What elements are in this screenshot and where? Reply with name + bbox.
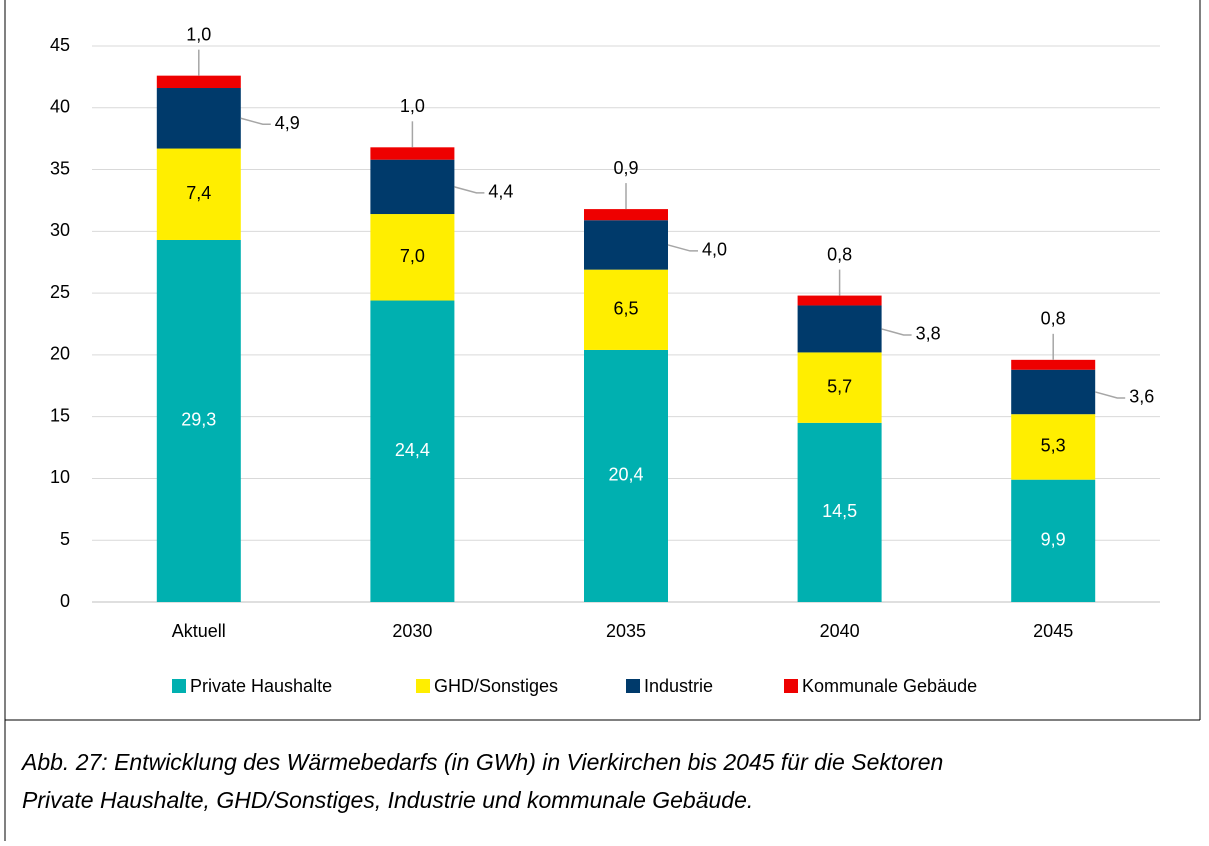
bar-segment — [1011, 479, 1096, 602]
bar-segment — [370, 147, 455, 160]
bar-segment — [370, 159, 455, 215]
bar-segment — [584, 349, 668, 602]
bar-segment — [156, 75, 241, 89]
y-tick-label: 30 — [50, 220, 70, 240]
value-label: 4,4 — [488, 182, 513, 202]
legend-swatch — [626, 679, 640, 693]
value-label: 9,9 — [1041, 530, 1066, 550]
leader-line — [1095, 391, 1126, 399]
value-label: 3,6 — [1129, 387, 1154, 407]
value-label: 0,8 — [827, 244, 852, 264]
bar-segment — [584, 269, 668, 350]
bar-segment — [1011, 369, 1096, 415]
value-label: 5,7 — [827, 376, 852, 396]
value-label: 0,9 — [613, 158, 638, 178]
bar-segment — [156, 148, 241, 240]
bar-segment — [156, 88, 241, 149]
y-tick-label: 0 — [60, 591, 70, 611]
value-label: 7,4 — [186, 183, 211, 203]
y-tick-label: 20 — [50, 344, 70, 364]
legend-label: Industrie — [644, 676, 713, 696]
legend-swatch — [416, 679, 430, 693]
y-tick-label: 10 — [50, 467, 70, 487]
x-tick-label: 2040 — [820, 621, 860, 641]
bar-segment — [370, 214, 455, 301]
value-label: 4,9 — [275, 113, 300, 133]
bar-segment — [1011, 414, 1096, 480]
bar-segment — [797, 295, 882, 306]
legend-label: Private Haushalte — [190, 676, 332, 696]
leader-line — [667, 244, 698, 252]
caption-line: Abb. 27: Entwicklung des Wärmebedarfs (i… — [20, 749, 943, 775]
legend-swatch — [784, 679, 798, 693]
value-label: 0,8 — [1041, 309, 1066, 329]
bar-segment — [797, 305, 882, 353]
value-label: 29,3 — [181, 410, 216, 430]
value-label: 4,0 — [702, 240, 727, 260]
value-label: 14,5 — [822, 501, 857, 521]
x-tick-label: 2045 — [1033, 621, 1073, 641]
value-label: 1,0 — [186, 24, 211, 44]
value-label: 24,4 — [395, 440, 430, 460]
value-label: 5,3 — [1041, 436, 1066, 456]
bar-segment — [584, 220, 668, 270]
y-tick-label: 5 — [60, 529, 70, 549]
value-label: 1,0 — [400, 96, 425, 116]
value-label: 7,0 — [400, 246, 425, 266]
y-tick-label: 45 — [50, 35, 70, 55]
value-label: 3,8 — [916, 324, 941, 344]
bar-segment — [370, 300, 455, 602]
legend-label: Kommunale Gebäude — [802, 676, 977, 696]
bar-segment — [797, 422, 882, 602]
legend-label: GHD/Sonstiges — [434, 676, 558, 696]
bar-segment — [797, 352, 882, 423]
y-tick-label: 35 — [50, 158, 70, 178]
leader-line — [881, 328, 912, 336]
bar-segment — [1011, 359, 1096, 370]
leader-line — [454, 186, 485, 194]
caption-line: Private Haushalte, GHD/Sonstiges, Indust… — [22, 787, 753, 813]
x-tick-label: Aktuell — [172, 621, 226, 641]
x-tick-label: 2030 — [392, 621, 432, 641]
y-tick-label: 25 — [50, 282, 70, 302]
bar-segment — [156, 239, 241, 602]
leader-line — [240, 117, 271, 126]
x-tick-label: 2035 — [606, 621, 646, 641]
value-label: 20,4 — [608, 465, 643, 485]
legend-swatch — [172, 679, 186, 693]
y-tick-label: 40 — [50, 97, 70, 117]
y-tick-label: 15 — [50, 405, 70, 425]
bar-segment — [584, 209, 668, 221]
value-label: 6,5 — [613, 299, 638, 319]
